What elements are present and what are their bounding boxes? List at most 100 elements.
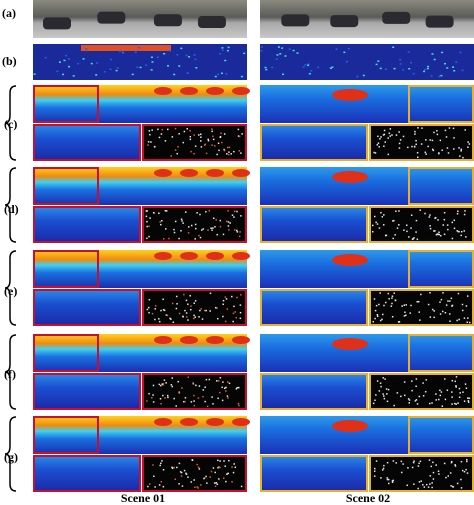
speckle (226, 153, 228, 155)
error-view (142, 373, 247, 410)
speckle (449, 313, 451, 315)
speckle (415, 143, 417, 146)
speckle (264, 66, 267, 69)
speckle (165, 228, 167, 230)
speckle (180, 475, 183, 477)
panel-label: (e) (4, 284, 17, 298)
speckle (304, 64, 307, 66)
speckle (160, 133, 163, 135)
speckle (85, 48, 88, 50)
speckle (444, 311, 447, 314)
speckle (392, 460, 395, 462)
speckle (146, 308, 149, 311)
speckle (439, 389, 441, 392)
speckle (157, 128, 159, 131)
speckle (195, 227, 197, 230)
speckle (307, 64, 310, 67)
speckle (178, 392, 181, 394)
speckle (432, 461, 434, 464)
speckle (437, 233, 439, 235)
speckle (224, 387, 226, 390)
speckle (260, 49, 263, 52)
speckle (216, 380, 218, 382)
speckle (211, 144, 213, 146)
hot-region (332, 254, 368, 266)
speckle (183, 400, 185, 403)
speckle (223, 133, 226, 135)
speckle (381, 469, 384, 471)
speckle (164, 209, 167, 212)
speckle (145, 210, 148, 212)
speckle (456, 319, 458, 322)
speckle (189, 135, 192, 138)
speckle (387, 478, 390, 481)
speckle (467, 400, 470, 402)
speckle (439, 313, 442, 315)
speckle (216, 233, 218, 236)
speckle (275, 58, 278, 60)
speckle (435, 399, 437, 401)
speckle (399, 58, 402, 61)
speckle (149, 133, 151, 136)
speckle (224, 59, 227, 62)
speckle (379, 319, 382, 322)
hot-region (206, 87, 224, 95)
speckle (460, 234, 462, 237)
speckle (427, 486, 430, 488)
speckle (72, 75, 75, 77)
speckle (238, 404, 240, 407)
speckle (296, 52, 299, 54)
speckle (393, 404, 395, 407)
speckle (222, 303, 224, 306)
speckle (211, 128, 213, 130)
speckle (234, 311, 236, 313)
speckle (444, 398, 447, 401)
speckle (145, 64, 148, 66)
speckle (384, 68, 387, 71)
speckle (458, 230, 460, 233)
speckle (226, 395, 229, 397)
bracket (4, 334, 17, 410)
speckle (331, 66, 334, 68)
speckle (379, 67, 382, 70)
speckle (237, 402, 240, 405)
speckle (227, 397, 229, 399)
speckle (413, 237, 415, 239)
speckle (374, 467, 376, 470)
speckle (187, 232, 190, 234)
speckle (187, 476, 189, 478)
speckle (217, 459, 219, 462)
speckle (162, 298, 164, 301)
speckle (239, 311, 242, 314)
zoom-view (33, 373, 141, 410)
speckle (417, 127, 419, 129)
speckle (159, 398, 162, 400)
speckle (204, 386, 206, 388)
speckle (376, 144, 379, 146)
speckle (383, 397, 386, 400)
depth-map (260, 85, 474, 123)
speckle (429, 227, 432, 230)
speckle (223, 460, 225, 462)
inset-box (33, 85, 99, 123)
error-map (260, 44, 474, 80)
speckle (226, 146, 229, 149)
speckle (154, 486, 156, 488)
bracket (4, 167, 17, 243)
speckle (407, 51, 410, 53)
speckle (206, 482, 208, 484)
hot-region (180, 87, 198, 95)
depth-map (260, 334, 474, 372)
speckle (185, 54, 188, 57)
speckle (441, 51, 444, 54)
speckle (209, 476, 211, 478)
speckle (417, 487, 419, 490)
speckle (159, 464, 161, 467)
speckle (213, 482, 216, 484)
speckle (212, 227, 214, 229)
speckle (411, 466, 414, 469)
speckle (194, 58, 197, 61)
speckle (166, 128, 169, 131)
speckle (386, 400, 389, 403)
speckle (408, 236, 410, 238)
